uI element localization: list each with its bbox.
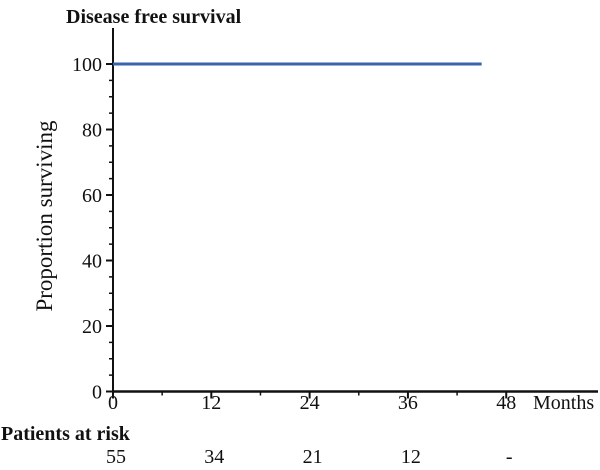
x-tick-label: 36: [398, 392, 418, 414]
at-risk-count: 12: [401, 446, 421, 468]
axes-and-ticks: 0 20 40 60 80 100 0 12 24 36 48: [72, 28, 598, 414]
y-tick-label: 40: [82, 251, 102, 273]
patients-at-risk-label: Patients at risk: [1, 423, 131, 445]
x-tick-label: 0: [108, 392, 118, 414]
y-tick-label: 80: [82, 120, 102, 142]
y-tick-label: 0: [92, 382, 102, 404]
chart-title: Disease free survival: [66, 6, 242, 28]
x-tick-label: 24: [300, 392, 320, 414]
at-risk-count: -: [506, 446, 513, 468]
x-tick-label: 48: [496, 392, 516, 414]
y-tick-label: 60: [82, 185, 102, 207]
y-tick-label: 20: [82, 316, 102, 338]
at-risk-count: 34: [204, 446, 224, 468]
patients-at-risk-row: 55 34 21 12 -: [106, 446, 513, 468]
at-risk-count: 55: [106, 446, 126, 468]
y-tick-label: 100: [72, 54, 102, 76]
x-axis-unit-label: Months: [533, 392, 594, 414]
at-risk-count: 21: [303, 446, 323, 468]
y-axis-label: Proportion surviving: [32, 120, 57, 312]
x-tick-label: 12: [201, 392, 221, 414]
